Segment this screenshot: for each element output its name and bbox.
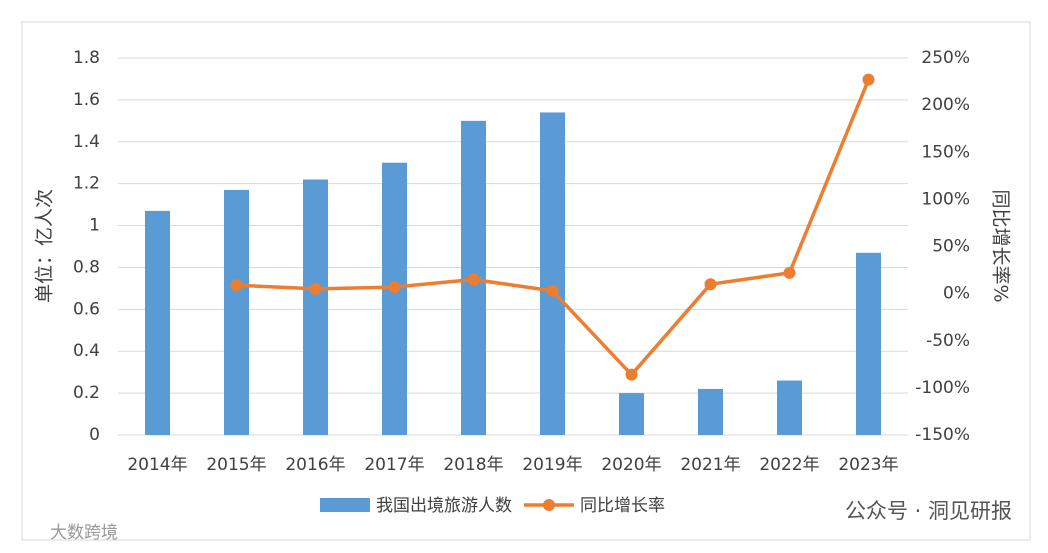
x-tick-label: 2020年 <box>601 455 661 475</box>
x-tick-label: 2022年 <box>759 455 819 475</box>
y2-tick-label: -100% <box>915 378 970 398</box>
line-marker <box>467 273 480 286</box>
y2-tick-label: 50% <box>932 237 970 257</box>
watermark: 公众号 · 洞见研报 <box>845 499 1012 523</box>
y2-tick-label: 150% <box>921 142 970 162</box>
y-tick-label: 0.4 <box>73 341 100 361</box>
y2-tick-label: 0% <box>943 284 970 304</box>
x-tick-label: 2018年 <box>443 455 503 475</box>
line-marker <box>625 368 638 381</box>
line-marker <box>546 284 559 297</box>
y-tick-label: 0.2 <box>73 383 100 403</box>
y-tick-label: 0.6 <box>73 299 100 319</box>
bar <box>382 162 407 435</box>
y-tick-label: 1.2 <box>73 174 100 194</box>
x-tick-label: 2023年 <box>838 455 898 475</box>
x-tick-label: 2014年 <box>127 455 187 475</box>
line-marker <box>704 278 717 291</box>
y-tick-label: 0.8 <box>73 257 100 277</box>
y2-axis-title: 同比增长率% <box>990 189 1012 302</box>
y2-tick-label: 200% <box>921 95 970 115</box>
y-tick-label: 1.4 <box>73 132 100 152</box>
x-tick-label: 2019年 <box>522 455 582 475</box>
bar <box>856 252 881 435</box>
x-tick-label: 2015年 <box>206 455 266 475</box>
legend-label: 我国出境旅游人数 <box>376 496 512 516</box>
y-tick-label: 1.8 <box>73 48 100 68</box>
y2-tick-label: 100% <box>921 189 970 209</box>
bar <box>540 112 565 435</box>
line-marker <box>388 281 401 294</box>
y2-tick-label: -50% <box>926 331 970 351</box>
x-tick-label: 2017年 <box>364 455 424 475</box>
watermark: 大数跨境 <box>50 523 118 543</box>
bar <box>145 210 170 435</box>
line-marker <box>309 282 322 295</box>
y2-tick-label: 250% <box>921 48 970 68</box>
legend-label: 同比增长率 <box>580 496 665 516</box>
line-marker <box>230 279 243 292</box>
legend-swatch <box>320 498 370 512</box>
line-marker <box>783 266 796 279</box>
y-axis-title: 单位：亿人次 <box>34 189 56 303</box>
bar <box>777 380 802 435</box>
line-marker <box>862 73 875 86</box>
y2-tick-label: -150% <box>915 425 970 445</box>
bar <box>619 393 644 435</box>
y-tick-label: 0 <box>89 425 100 445</box>
legend-swatch <box>543 499 555 511</box>
bar <box>224 189 249 435</box>
x-tick-label: 2021年 <box>680 455 740 475</box>
x-tick-label: 2016年 <box>285 455 345 475</box>
bar <box>303 179 328 435</box>
y-tick-label: 1.6 <box>73 90 100 110</box>
y-tick-label: 1 <box>89 216 100 236</box>
bar <box>698 388 723 435</box>
